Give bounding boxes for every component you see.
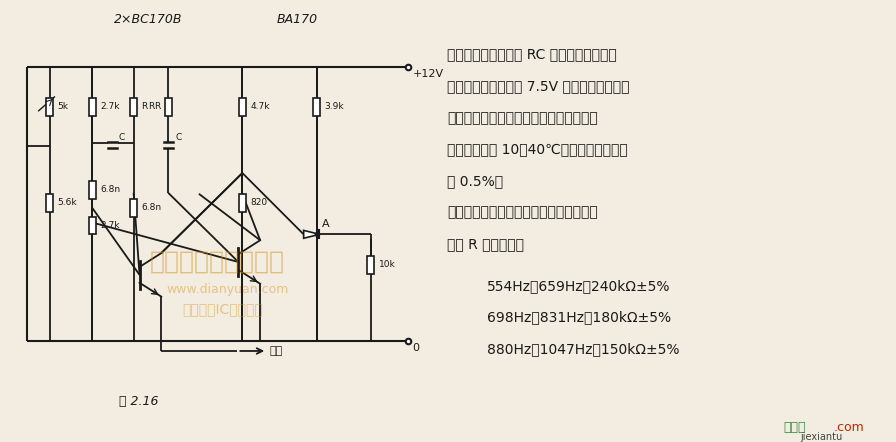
Text: 0: 0 bbox=[412, 343, 419, 353]
Text: 10k: 10k bbox=[379, 260, 395, 270]
Text: 图 2.16: 图 2.16 bbox=[119, 396, 159, 408]
Text: 6.8n: 6.8n bbox=[100, 185, 120, 194]
Text: 用金属化聚碗酸酯薄膜电容可以保证在温: 用金属化聚碗酸酯薄膜电容可以保证在温 bbox=[447, 111, 598, 125]
Text: 5.6k: 5.6k bbox=[57, 198, 77, 207]
Text: C: C bbox=[119, 133, 125, 142]
Bar bbox=[89, 217, 96, 234]
Bar bbox=[89, 181, 96, 199]
Text: 杭州锂库电子信息网: 杭州锂库电子信息网 bbox=[151, 250, 285, 274]
Bar bbox=[165, 98, 172, 116]
Bar bbox=[130, 98, 137, 116]
Bar bbox=[46, 98, 53, 116]
Text: jiexiantu: jiexiantu bbox=[801, 432, 843, 442]
Text: 电路中包括两个 RC 电路，其値大小决: 电路中包括两个 RC 电路，其値大小决 bbox=[447, 47, 616, 61]
Text: 5k: 5k bbox=[57, 102, 68, 111]
Text: R: R bbox=[142, 102, 148, 111]
Text: 接线图: 接线图 bbox=[783, 421, 806, 434]
Bar bbox=[130, 199, 137, 217]
Text: 输出: 输出 bbox=[269, 346, 282, 356]
Text: .com: .com bbox=[833, 421, 865, 434]
Text: 6.8n: 6.8n bbox=[142, 203, 161, 212]
Text: R: R bbox=[148, 102, 154, 111]
Text: +12V: +12V bbox=[412, 69, 444, 79]
Text: 于 0.5%。: 于 0.5%。 bbox=[447, 174, 504, 188]
Text: 全球最大IC采购网站: 全球最大IC采购网站 bbox=[182, 302, 263, 316]
Text: www.dianyuan.com: www.dianyuan.com bbox=[167, 283, 289, 296]
Bar bbox=[239, 98, 246, 116]
Text: 2.7k: 2.7k bbox=[100, 102, 119, 111]
Bar bbox=[367, 256, 375, 274]
Bar bbox=[46, 194, 53, 212]
Text: 定振荡频率。输出约 7.5V 的矩形波电压。采: 定振荡频率。输出约 7.5V 的矩形波电压。采 bbox=[447, 79, 630, 93]
Text: 度变化范围为 10～40℃情况下频率偏差小: 度变化范围为 10～40℃情况下频率偏差小 bbox=[447, 142, 628, 156]
Text: 二个倍频程的十二个振荡器所选择的: 二个倍频程的十二个振荡器所选择的 bbox=[447, 206, 598, 220]
Text: 820: 820 bbox=[250, 198, 267, 207]
Bar bbox=[89, 98, 96, 116]
Text: A: A bbox=[322, 219, 329, 229]
Bar bbox=[313, 98, 320, 116]
Text: 880Hz～1047Hz：150kΩ±5%: 880Hz～1047Hz：150kΩ±5% bbox=[487, 342, 679, 356]
Polygon shape bbox=[304, 230, 320, 238]
Bar bbox=[239, 194, 246, 212]
Text: 2.7k: 2.7k bbox=[100, 221, 119, 230]
Text: 554Hz～659Hz：240kΩ±5%: 554Hz～659Hz：240kΩ±5% bbox=[487, 279, 670, 293]
Text: 4.7k: 4.7k bbox=[250, 102, 270, 111]
Text: 电阵 R 数値分别为: 电阵 R 数値分别为 bbox=[447, 237, 524, 251]
Text: 698Hz～831Hz：180kΩ±5%: 698Hz～831Hz：180kΩ±5% bbox=[487, 310, 671, 324]
Text: R: R bbox=[154, 102, 160, 111]
Text: 2×BC170B: 2×BC170B bbox=[114, 13, 183, 26]
Text: 3.9k: 3.9k bbox=[324, 102, 344, 111]
Text: C: C bbox=[175, 133, 181, 142]
Text: BA170: BA170 bbox=[276, 13, 317, 26]
